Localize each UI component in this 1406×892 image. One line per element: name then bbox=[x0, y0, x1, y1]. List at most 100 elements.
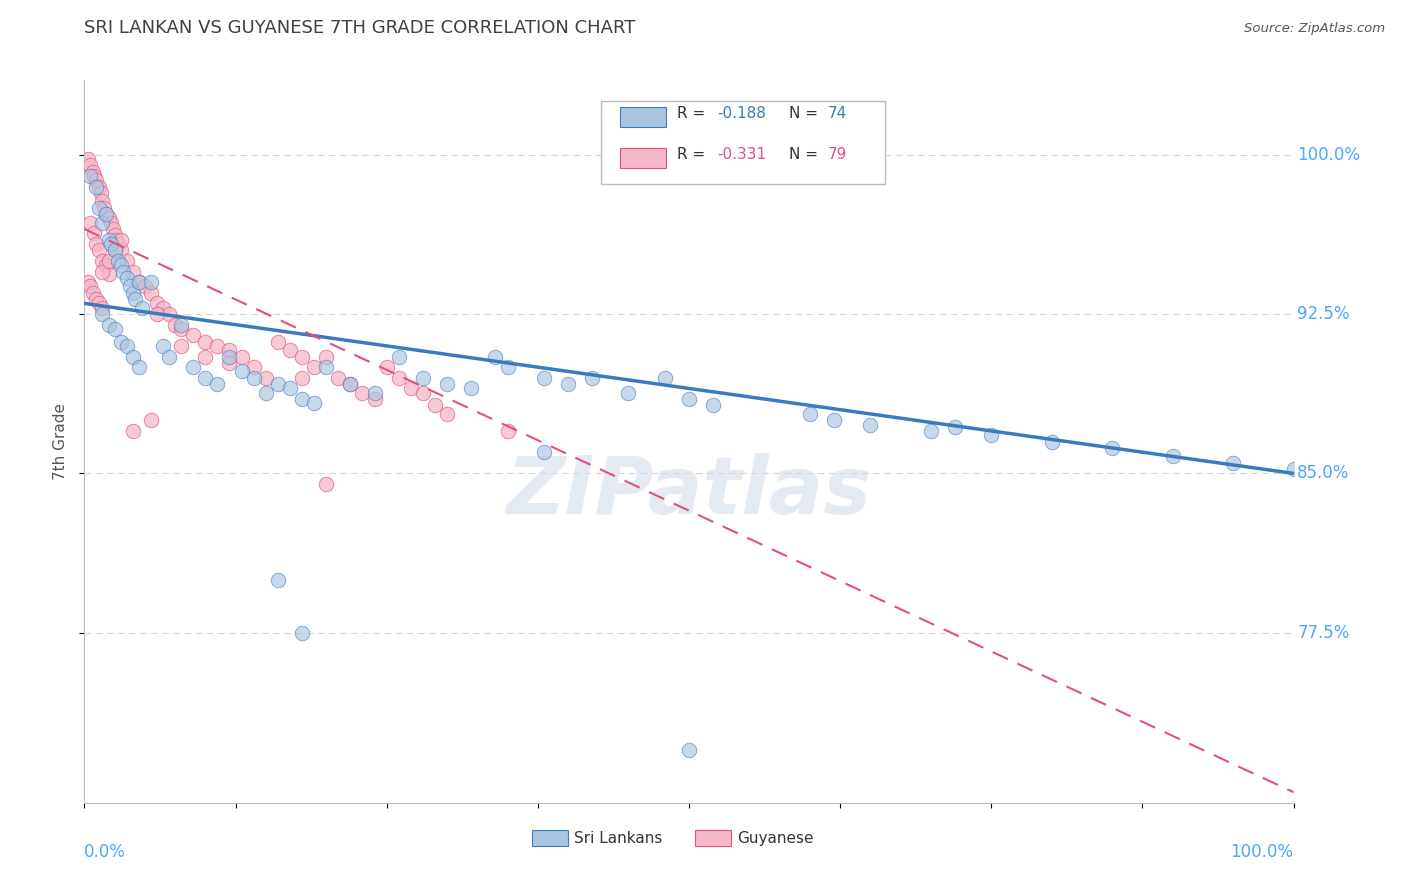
Point bbox=[94, 207, 117, 221]
Point bbox=[980, 428, 1002, 442]
Bar bbox=[695, 830, 731, 847]
Bar bbox=[620, 148, 666, 169]
Point bbox=[97, 233, 120, 247]
Point bbox=[87, 296, 110, 310]
Point bbox=[91, 301, 114, 315]
Point bbox=[1222, 456, 1244, 470]
Point bbox=[533, 371, 555, 385]
Point bbox=[302, 360, 325, 375]
Point bbox=[139, 275, 162, 289]
Point bbox=[94, 207, 117, 221]
Point bbox=[139, 285, 162, 300]
Point bbox=[104, 322, 127, 336]
Text: 0.0%: 0.0% bbox=[84, 843, 127, 861]
Point bbox=[86, 173, 108, 187]
Text: Source: ZipAtlas.com: Source: ZipAtlas.com bbox=[1244, 22, 1385, 36]
Point bbox=[242, 371, 264, 385]
Point bbox=[194, 334, 217, 349]
Point bbox=[110, 334, 132, 349]
Point bbox=[291, 371, 314, 385]
Point bbox=[278, 343, 301, 358]
Point bbox=[115, 339, 138, 353]
Point bbox=[91, 253, 114, 268]
Point bbox=[1161, 450, 1184, 464]
Point bbox=[86, 179, 108, 194]
Point bbox=[100, 216, 122, 230]
Point bbox=[859, 417, 882, 432]
Point bbox=[134, 279, 156, 293]
Point bbox=[181, 328, 204, 343]
Point bbox=[231, 350, 253, 364]
Point bbox=[97, 318, 120, 332]
Point bbox=[97, 267, 120, 281]
Point bbox=[1040, 434, 1063, 449]
Point bbox=[678, 742, 700, 756]
Point bbox=[920, 424, 942, 438]
Point bbox=[363, 392, 385, 406]
Point bbox=[152, 339, 174, 353]
Text: N =: N = bbox=[789, 106, 823, 121]
Point bbox=[207, 377, 229, 392]
Point bbox=[339, 377, 361, 392]
Point bbox=[423, 398, 446, 412]
Point bbox=[121, 285, 143, 300]
Point bbox=[87, 244, 110, 258]
Point bbox=[110, 258, 132, 272]
Point bbox=[678, 392, 700, 406]
Point bbox=[86, 236, 108, 251]
Point bbox=[165, 318, 187, 332]
Point bbox=[93, 201, 115, 215]
Bar bbox=[531, 830, 568, 847]
Point bbox=[170, 322, 193, 336]
Point bbox=[943, 419, 966, 434]
Text: R =: R = bbox=[676, 147, 710, 162]
Point bbox=[231, 364, 253, 378]
Point bbox=[87, 201, 110, 215]
Text: 92.5%: 92.5% bbox=[1298, 305, 1350, 323]
Text: Sri Lankans: Sri Lankans bbox=[574, 830, 662, 846]
Point bbox=[83, 169, 105, 183]
Point bbox=[242, 360, 264, 375]
Point bbox=[91, 216, 114, 230]
Point bbox=[278, 381, 301, 395]
Point bbox=[291, 392, 314, 406]
Point bbox=[103, 222, 125, 236]
Point bbox=[79, 158, 101, 172]
Point bbox=[110, 244, 132, 258]
Text: R =: R = bbox=[676, 106, 710, 121]
Point bbox=[388, 371, 411, 385]
Point bbox=[104, 244, 127, 258]
Point bbox=[82, 285, 104, 300]
Point bbox=[412, 371, 434, 385]
Point bbox=[112, 264, 135, 278]
Point bbox=[91, 194, 114, 209]
Point bbox=[484, 350, 506, 364]
Point bbox=[436, 377, 458, 392]
Point bbox=[207, 339, 229, 353]
Point bbox=[823, 413, 845, 427]
Point bbox=[339, 377, 361, 392]
Text: 85.0%: 85.0% bbox=[1298, 465, 1350, 483]
Point bbox=[131, 301, 153, 315]
Point bbox=[388, 350, 411, 364]
Point bbox=[100, 236, 122, 251]
Point bbox=[533, 445, 555, 459]
Point bbox=[91, 264, 114, 278]
Point bbox=[617, 385, 640, 400]
Point bbox=[1101, 441, 1123, 455]
Point bbox=[218, 356, 240, 370]
Point bbox=[87, 179, 110, 194]
Point bbox=[702, 398, 724, 412]
Point bbox=[302, 396, 325, 410]
Point bbox=[267, 334, 290, 349]
Point bbox=[104, 228, 127, 243]
Point bbox=[139, 413, 162, 427]
FancyBboxPatch shape bbox=[600, 101, 884, 184]
Point bbox=[254, 385, 277, 400]
Text: 74: 74 bbox=[828, 106, 848, 121]
Point bbox=[107, 236, 129, 251]
Point bbox=[315, 477, 337, 491]
Text: N =: N = bbox=[789, 147, 823, 162]
Point bbox=[94, 258, 117, 272]
Point bbox=[120, 279, 142, 293]
